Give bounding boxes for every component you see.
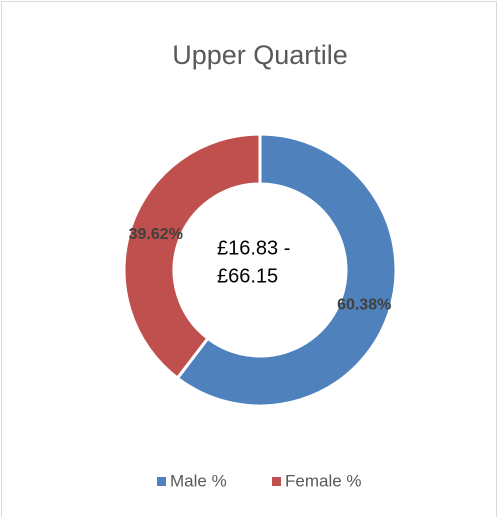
legend-swatch [272, 477, 281, 486]
data-label: 39.62% [129, 226, 183, 243]
legend-swatch [157, 477, 166, 486]
chart-title: Upper Quartile [172, 40, 348, 70]
legend-label: Male % [170, 471, 227, 490]
donut-slice [122, 132, 262, 381]
center-label: £66.15 [217, 265, 278, 287]
center-label: £16.83 - [217, 237, 290, 259]
donut-slice [175, 132, 398, 408]
data-label: 60.38% [337, 296, 391, 313]
legend-label: Female % [285, 471, 362, 490]
